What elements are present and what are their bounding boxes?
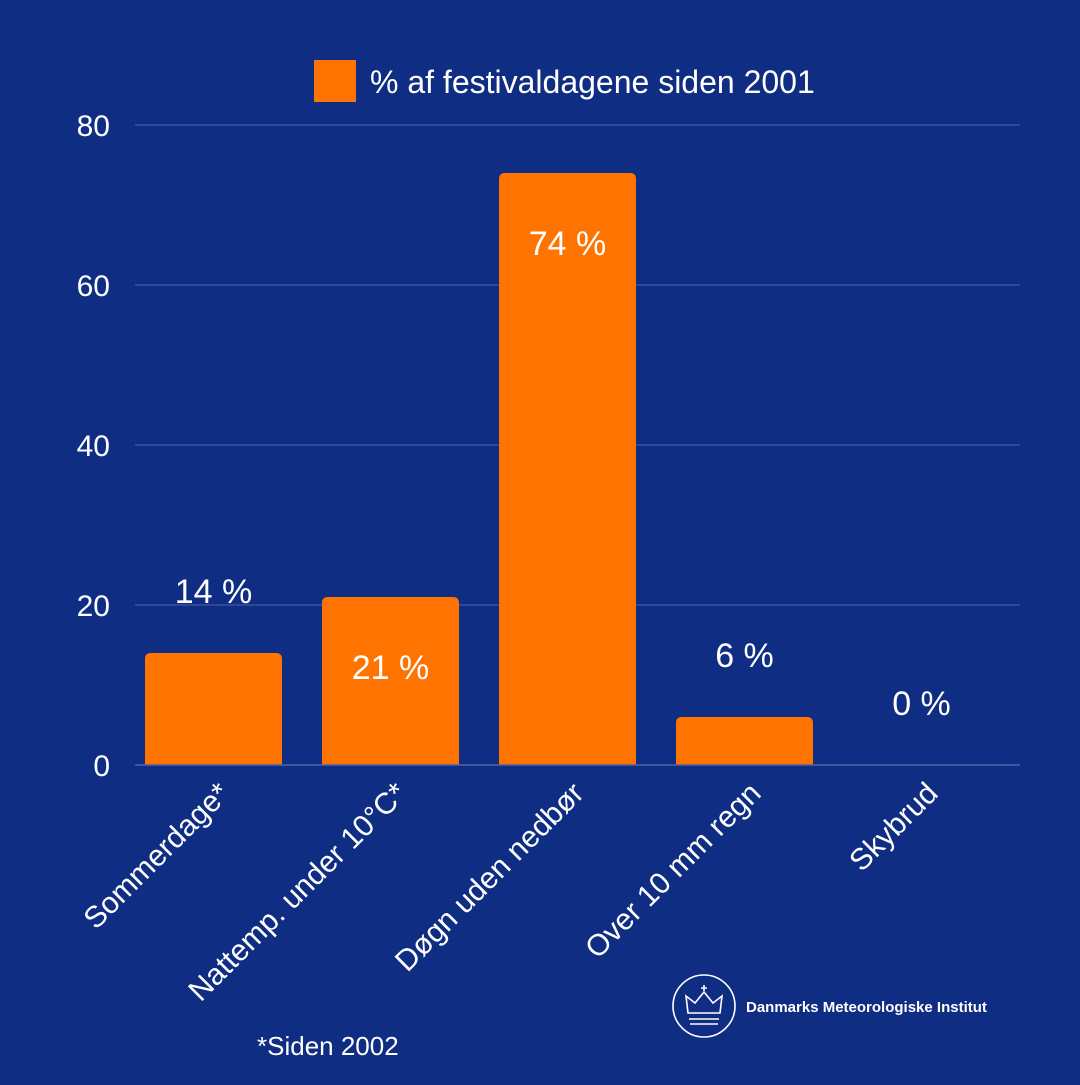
- legend-label: % af festivaldagene siden 2001: [370, 64, 815, 100]
- x-tick-label: Sommerdage*: [78, 776, 237, 935]
- footnote: *Siden 2002: [257, 1031, 399, 1061]
- data-label: 0 %: [892, 685, 951, 723]
- y-tick-label: 20: [77, 590, 110, 623]
- y-axis: 0 20 40 60 80: [77, 110, 110, 783]
- data-label: 74 %: [529, 225, 607, 263]
- logo-text: Danmarks Meteorologiske Institut: [746, 999, 987, 1016]
- y-tick-label: 0: [93, 750, 110, 783]
- x-tick-label: Døgn uden nedbør: [389, 777, 590, 978]
- legend-swatch: [314, 60, 356, 102]
- data-label: 6 %: [715, 637, 774, 675]
- crown-icon: [672, 974, 736, 1038]
- data-label: 14 %: [175, 573, 253, 611]
- data-labels: 14 % 21 % 74 % 6 % 0 %: [175, 225, 951, 723]
- bar: [676, 717, 813, 765]
- y-tick-label: 60: [77, 270, 110, 303]
- bar: [499, 173, 636, 765]
- y-tick-label: 80: [77, 110, 110, 143]
- legend: % af festivaldagene siden 2001: [314, 60, 815, 102]
- dmi-logo: Danmarks Meteorologiske Institut: [672, 974, 987, 1038]
- bars: [145, 173, 813, 765]
- x-tick-label: Skybrud: [843, 777, 944, 878]
- y-tick-label: 40: [77, 430, 110, 463]
- bar: [322, 597, 459, 765]
- x-tick-label: Over 10 mm regn: [579, 777, 767, 965]
- data-label: 21 %: [352, 649, 430, 687]
- x-axis: Sommerdage*Nattemp. under 10°C*Døgn uden…: [78, 776, 945, 1007]
- bar: [145, 653, 282, 765]
